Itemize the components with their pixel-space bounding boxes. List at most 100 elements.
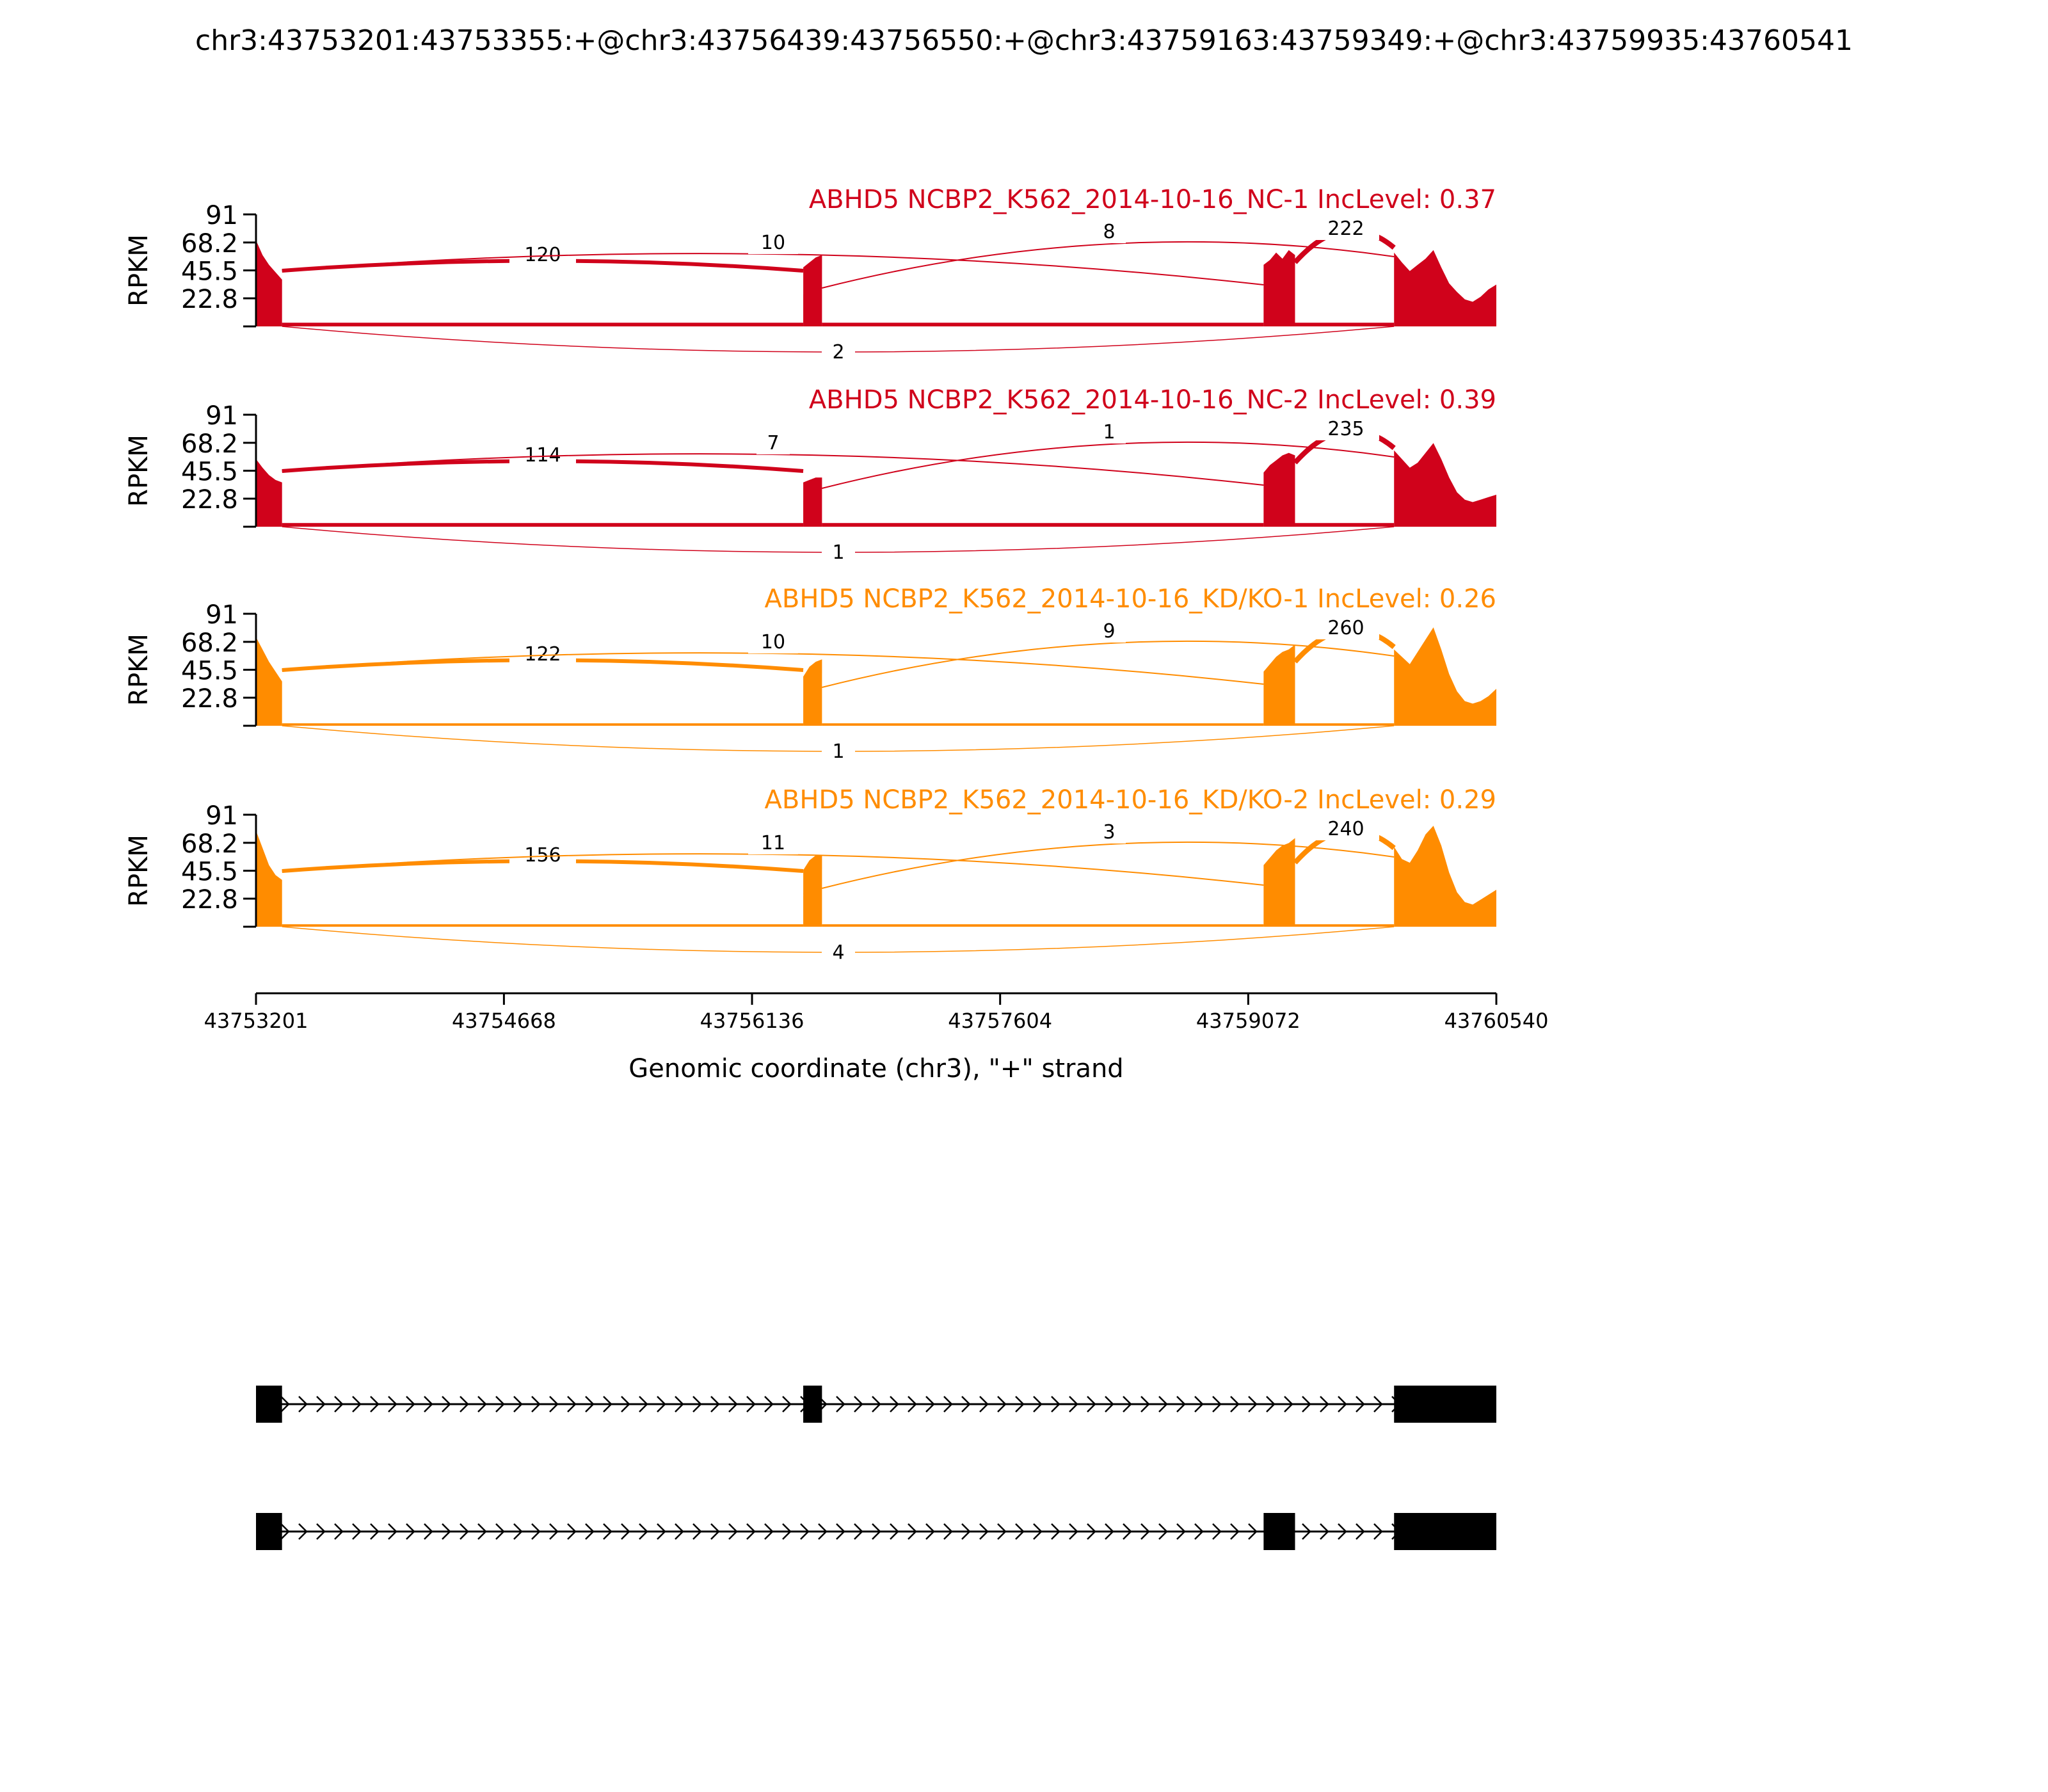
strand-arrow bbox=[836, 1396, 845, 1412]
y-axis-label: RPKM bbox=[124, 634, 154, 706]
strand-arrow bbox=[1320, 1396, 1329, 1412]
strand-arrow bbox=[280, 1396, 290, 1412]
strand-arrow bbox=[460, 1523, 469, 1540]
strand-arrow bbox=[836, 1523, 845, 1540]
strand-arrow bbox=[531, 1523, 541, 1540]
strand-arrow bbox=[1302, 1523, 1311, 1540]
strand-arrow bbox=[997, 1396, 1007, 1412]
junction-count: 222 bbox=[1327, 218, 1364, 240]
strand-arrow bbox=[1087, 1523, 1096, 1540]
junction-label-bg bbox=[509, 640, 576, 666]
junction-count: 3 bbox=[1103, 821, 1115, 844]
junction-count: 260 bbox=[1327, 617, 1364, 639]
coverage-exon2 bbox=[803, 855, 822, 927]
y-tick-label: 68.2 bbox=[181, 829, 238, 859]
chart-title: chr3:43753201:43753355:+@chr3:43756439:4… bbox=[195, 24, 1853, 57]
strand-arrow bbox=[531, 1396, 541, 1412]
junction-label-bg bbox=[1313, 815, 1379, 840]
junction-label-bg bbox=[756, 429, 790, 454]
strand-arrow bbox=[585, 1523, 595, 1540]
isoform-exon bbox=[1394, 1386, 1496, 1423]
strand-arrow bbox=[728, 1396, 738, 1412]
strand-arrow bbox=[442, 1396, 451, 1412]
strand-arrow bbox=[370, 1523, 380, 1540]
strand-arrow bbox=[298, 1396, 308, 1412]
strand-arrow bbox=[1320, 1523, 1329, 1540]
strand-arrow bbox=[567, 1523, 577, 1540]
y-tick-label: 45.5 bbox=[181, 257, 238, 287]
junction-count: 2 bbox=[832, 341, 844, 364]
junction-label-bg bbox=[509, 241, 576, 266]
junction-label-bg bbox=[1313, 214, 1379, 240]
y-tick-label: 22.8 bbox=[181, 285, 238, 314]
junction-label-bg bbox=[509, 841, 576, 867]
strand-arrow bbox=[1266, 1396, 1276, 1412]
coverage-exon4 bbox=[1394, 627, 1496, 726]
strand-arrow bbox=[1212, 1523, 1222, 1540]
strand-arrow bbox=[692, 1523, 702, 1540]
strand-arrow bbox=[495, 1523, 505, 1540]
coverage-exon1 bbox=[256, 637, 282, 726]
strand-arrow bbox=[1140, 1396, 1150, 1412]
junction-count: 7 bbox=[767, 432, 779, 454]
junction-count: 9 bbox=[1103, 620, 1115, 643]
coverage-intron-1 bbox=[282, 924, 804, 927]
strand-arrow bbox=[764, 1396, 774, 1412]
strand-arrow bbox=[1284, 1396, 1293, 1412]
junction-label-bg bbox=[1092, 218, 1126, 243]
junction-count: 8 bbox=[1103, 221, 1115, 243]
strand-arrow bbox=[1356, 1396, 1365, 1412]
strand-arrow bbox=[1158, 1523, 1168, 1540]
strand-arrow bbox=[1033, 1523, 1043, 1540]
strand-arrow bbox=[460, 1396, 469, 1412]
strand-arrow bbox=[1051, 1523, 1060, 1540]
strand-arrow bbox=[943, 1523, 953, 1540]
coverage-intron-2 bbox=[822, 924, 1264, 927]
strand-arrow bbox=[925, 1523, 935, 1540]
junction-label-bg bbox=[822, 940, 855, 965]
track-label: ABHD5 NCBP2_K562_2014-10-16_NC-2 IncLeve… bbox=[809, 385, 1496, 415]
strand-arrow bbox=[1015, 1396, 1025, 1412]
coverage-intron-1 bbox=[282, 723, 804, 726]
junction-label-bg bbox=[1313, 614, 1379, 639]
y-tick-label: 68.2 bbox=[181, 229, 238, 259]
coverage-intron-3 bbox=[1295, 523, 1395, 527]
coverage-intron-2 bbox=[822, 723, 1264, 726]
y-axis-label: RPKM bbox=[124, 435, 154, 507]
y-tick-label: 68.2 bbox=[181, 429, 238, 459]
strand-arrow bbox=[1176, 1523, 1186, 1540]
junction-label-bg bbox=[1092, 617, 1126, 643]
strand-arrow bbox=[603, 1523, 612, 1540]
strand-arrow bbox=[1356, 1523, 1365, 1540]
strand-arrow bbox=[657, 1396, 666, 1412]
strand-arrow bbox=[782, 1396, 792, 1412]
strand-arrow bbox=[890, 1396, 899, 1412]
isoform-exon bbox=[1394, 1513, 1496, 1550]
strand-arrow bbox=[316, 1396, 326, 1412]
y-tick-label: 22.8 bbox=[181, 885, 238, 915]
junction-count: 11 bbox=[761, 832, 785, 854]
strand-arrow bbox=[424, 1523, 433, 1540]
strand-arrow bbox=[1230, 1396, 1240, 1412]
strand-arrow bbox=[495, 1396, 505, 1412]
strand-arrow bbox=[1194, 1396, 1204, 1412]
strand-arrow bbox=[710, 1396, 720, 1412]
strand-arrow bbox=[1176, 1396, 1186, 1412]
strand-arrow bbox=[334, 1396, 344, 1412]
junction-label-bg bbox=[748, 829, 798, 854]
coverage-exon1 bbox=[256, 831, 282, 927]
y-axis-label: RPKM bbox=[124, 234, 154, 307]
junction-count: 1 bbox=[1103, 421, 1115, 444]
coverage-exon2 bbox=[803, 255, 822, 326]
strand-arrow bbox=[908, 1396, 917, 1412]
isoform-exon bbox=[256, 1386, 282, 1423]
coverage-intron-1 bbox=[282, 523, 804, 527]
junction-count: 1 bbox=[832, 541, 844, 564]
strand-arrow bbox=[943, 1396, 953, 1412]
strand-arrow bbox=[1194, 1523, 1204, 1540]
strand-arrow bbox=[513, 1396, 523, 1412]
coverage-exon2 bbox=[803, 477, 822, 527]
junction-label-bg bbox=[822, 540, 855, 565]
junction-label-bg bbox=[822, 739, 855, 764]
strand-arrow bbox=[961, 1396, 971, 1412]
